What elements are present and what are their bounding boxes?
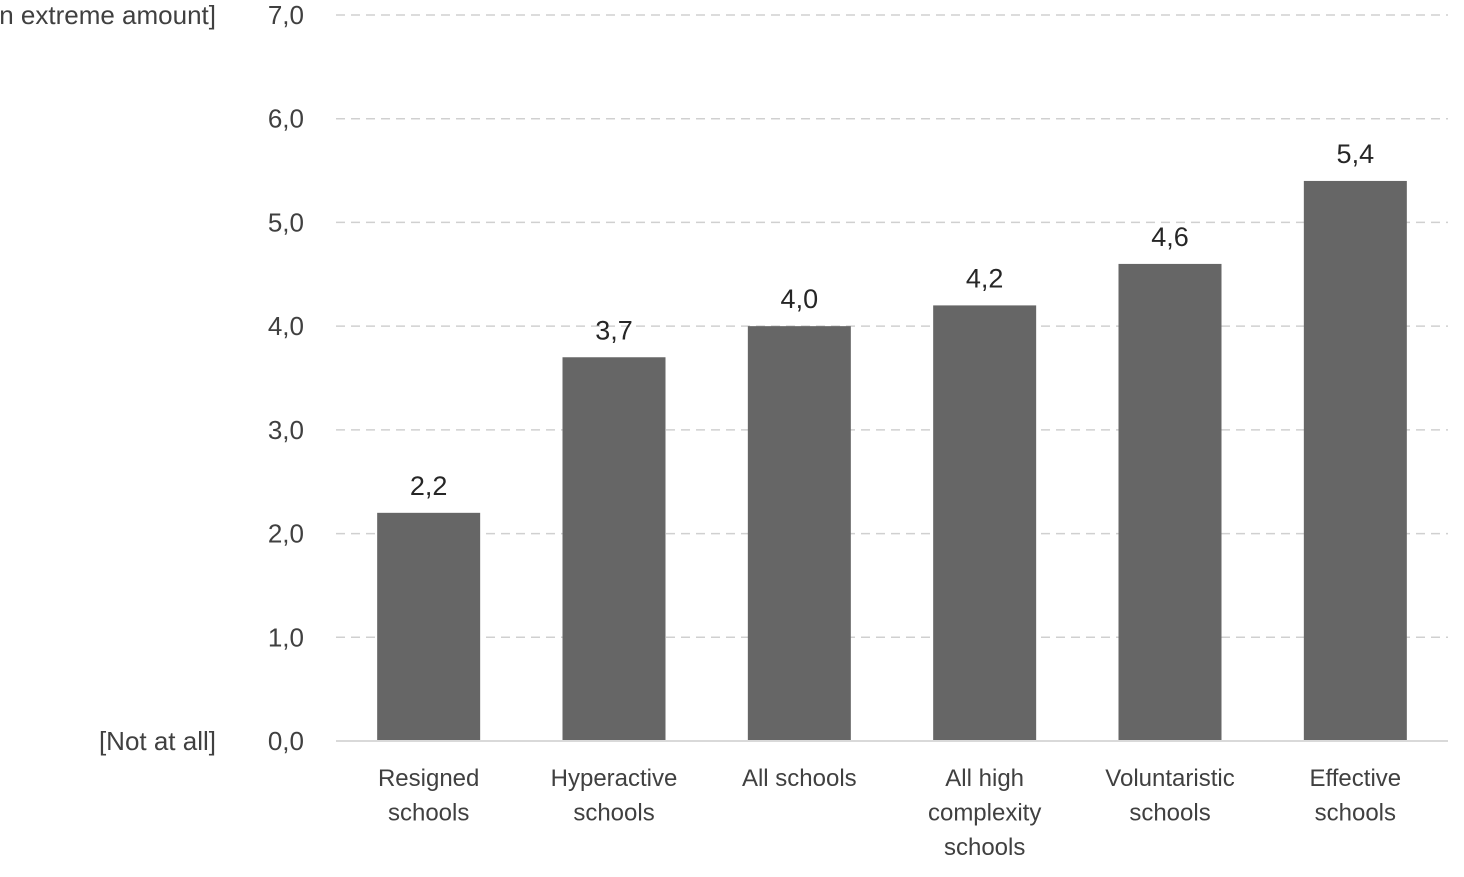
scale-bottom-label: [Not at all] <box>99 726 216 756</box>
data-label: 4,0 <box>781 284 819 314</box>
y-tick-label: 5,0 <box>268 207 304 237</box>
bar <box>562 357 666 741</box>
x-category-label: Resigned schools <box>378 765 479 827</box>
bar <box>377 512 481 741</box>
data-label: 4,6 <box>1151 222 1189 252</box>
y-axis-tick-labels: 0,0 1,0 2,0 3,0 4,0 5,0 6,0 7,0 <box>268 0 304 756</box>
x-category-label: All high complexity schools <box>928 765 1041 861</box>
x-category-label: Hyperactive schools <box>551 765 678 827</box>
category-labels: Resigned schools Hyperactive schools All sch… <box>378 765 1401 861</box>
y-tick-label: 0,0 <box>268 726 304 756</box>
y-tick-label: 4,0 <box>268 311 304 341</box>
gridlines <box>336 14 1448 639</box>
data-labels: 2,2 3,7 4,0 4,2 4,6 5,4 <box>410 139 1374 501</box>
scale-top-label: [An extreme amount] <box>0 0 216 30</box>
y-tick-label: 1,0 <box>268 622 304 652</box>
bar <box>1118 263 1222 741</box>
bars <box>377 180 1407 741</box>
x-category-label: All schools <box>742 765 857 792</box>
y-tick-label: 2,0 <box>268 519 304 549</box>
y-tick-label: 7,0 <box>268 0 304 30</box>
y-tick-label: 6,0 <box>268 104 304 134</box>
bar <box>933 305 1037 741</box>
x-category-label: Voluntaristic schools <box>1105 765 1234 827</box>
data-label: 3,7 <box>595 315 633 345</box>
y-tick-label: 3,0 <box>268 415 304 445</box>
bar <box>1303 180 1407 741</box>
x-category-label: Effective schools <box>1310 765 1402 827</box>
data-label: 5,4 <box>1337 139 1375 169</box>
data-label: 2,2 <box>410 471 448 501</box>
bar <box>747 326 851 741</box>
data-label: 4,2 <box>966 263 1004 293</box>
